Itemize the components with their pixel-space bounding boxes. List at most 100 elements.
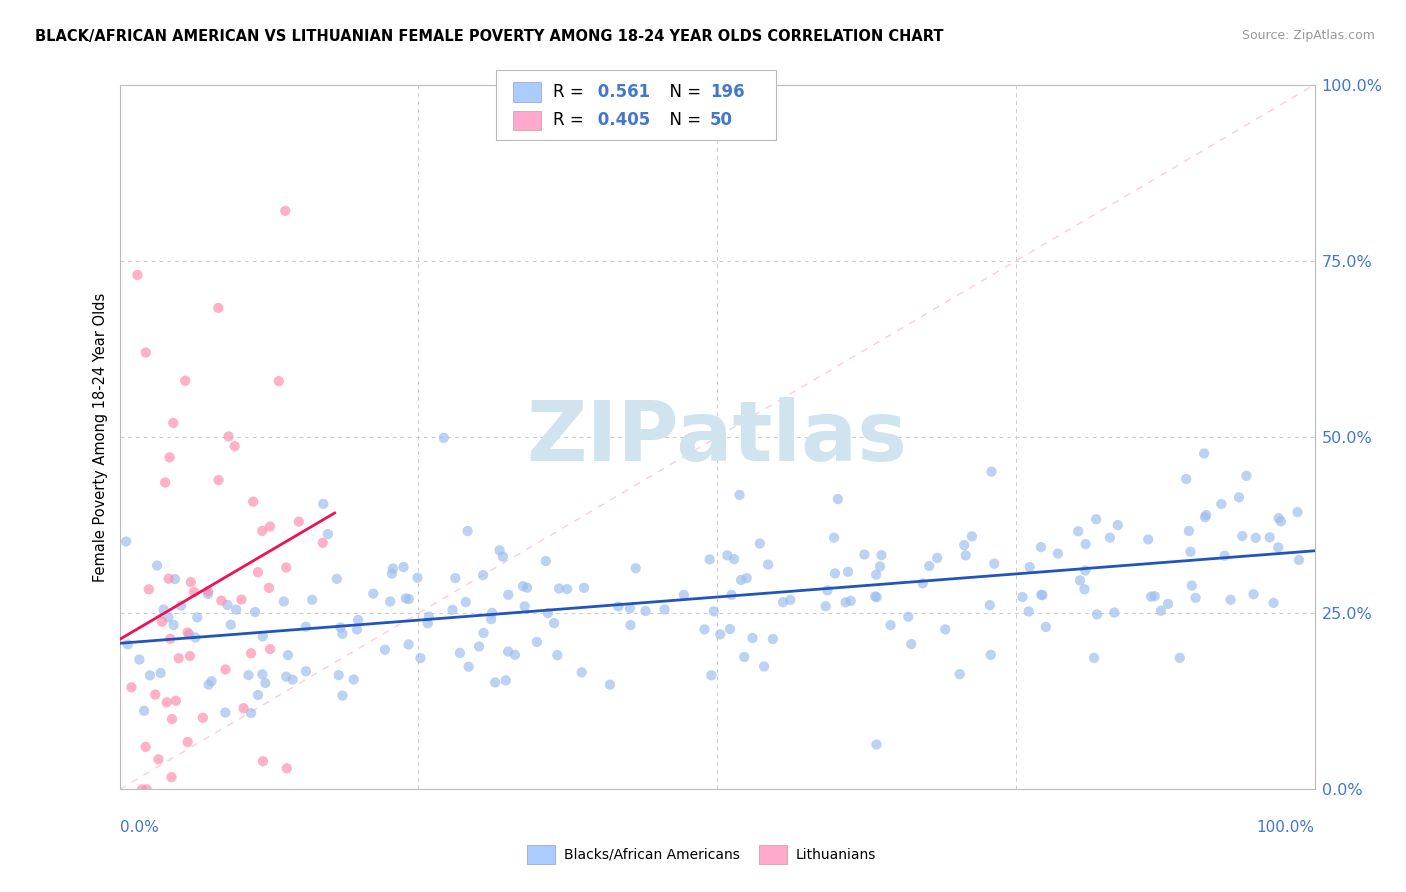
Point: [1035, 620, 1057, 634]
Point: [135, 739, 157, 754]
Point: [1270, 514, 1292, 528]
Point: [301, 592, 323, 607]
Point: [720, 588, 742, 602]
Point: [934, 623, 956, 637]
Point: [699, 552, 721, 566]
Point: [772, 595, 794, 609]
Point: [217, 598, 239, 612]
Point: [131, 782, 153, 797]
Point: [672, 588, 695, 602]
Point: [927, 551, 949, 566]
Point: [733, 650, 755, 665]
Point: [157, 610, 180, 624]
Point: [1213, 549, 1236, 563]
Point: [634, 604, 657, 618]
Point: [146, 558, 169, 573]
Point: [980, 465, 1002, 479]
Point: [762, 632, 785, 646]
Point: [728, 488, 751, 502]
Point: [273, 594, 295, 608]
Point: [138, 582, 160, 597]
Point: [252, 754, 274, 768]
Point: [980, 648, 1002, 662]
Point: [503, 648, 526, 662]
Point: [526, 635, 548, 649]
Point: [381, 566, 404, 581]
Point: [115, 534, 138, 549]
Point: [361, 587, 384, 601]
Point: [186, 610, 208, 624]
Point: [1178, 524, 1201, 538]
Text: 0.405: 0.405: [592, 112, 650, 129]
Point: [346, 623, 368, 637]
Point: [1175, 472, 1198, 486]
Point: [879, 618, 901, 632]
Point: [1192, 446, 1215, 460]
Text: Lithuanians: Lithuanians: [796, 847, 876, 862]
Point: [156, 695, 179, 709]
Point: [1288, 553, 1310, 567]
Point: [135, 345, 157, 359]
Point: [380, 594, 402, 608]
Point: [865, 738, 887, 752]
Point: [1267, 511, 1289, 525]
Point: [209, 593, 232, 607]
Point: [1011, 590, 1033, 604]
Point: [160, 712, 183, 726]
Point: [250, 524, 273, 538]
Point: [254, 676, 277, 690]
Point: [316, 527, 339, 541]
Point: [176, 735, 198, 749]
Point: [1098, 531, 1121, 545]
Point: [1234, 468, 1257, 483]
Text: BLACK/AFRICAN AMERICAN VS LITHUANIAN FEMALE POVERTY AMONG 18-24 YEAR OLDS CORREL: BLACK/AFRICAN AMERICAN VS LITHUANIAN FEM…: [35, 29, 943, 44]
Point: [143, 688, 166, 702]
Point: [537, 606, 560, 620]
Point: [167, 651, 190, 665]
Point: [398, 592, 420, 607]
Point: [1243, 587, 1265, 601]
Text: Blacks/African Americans: Blacks/African Americans: [564, 847, 740, 862]
Point: [159, 450, 181, 465]
Point: [398, 638, 420, 652]
Point: [1267, 541, 1289, 555]
Point: [1232, 529, 1254, 543]
Point: [624, 561, 647, 575]
Point: [162, 618, 184, 632]
Point: [779, 593, 801, 607]
Point: [619, 618, 641, 632]
Point: [281, 673, 304, 687]
Point: [1085, 512, 1108, 526]
Point: [723, 552, 745, 566]
Point: [238, 668, 260, 682]
Point: [1031, 588, 1053, 602]
Point: [1195, 508, 1218, 522]
Point: [416, 616, 439, 631]
Point: [1104, 606, 1126, 620]
Point: [513, 599, 536, 614]
Point: [409, 651, 432, 665]
Point: [274, 203, 297, 218]
Point: [267, 374, 290, 388]
Point: [207, 301, 229, 315]
Point: [252, 630, 274, 644]
Point: [257, 581, 280, 595]
Point: [243, 605, 266, 619]
Point: [148, 752, 170, 766]
Point: [955, 549, 977, 563]
Point: [479, 612, 502, 626]
Point: [231, 592, 253, 607]
Point: [1194, 510, 1216, 524]
Point: [165, 694, 187, 708]
Point: [160, 770, 183, 784]
Point: [700, 668, 723, 682]
Point: [1227, 491, 1250, 505]
Point: [953, 538, 976, 552]
Point: [654, 602, 676, 616]
Point: [1067, 524, 1090, 539]
Text: 100.0%: 100.0%: [1257, 821, 1315, 835]
Point: [197, 587, 219, 601]
Point: [246, 566, 269, 580]
Point: [329, 620, 352, 634]
Point: [1137, 533, 1160, 547]
